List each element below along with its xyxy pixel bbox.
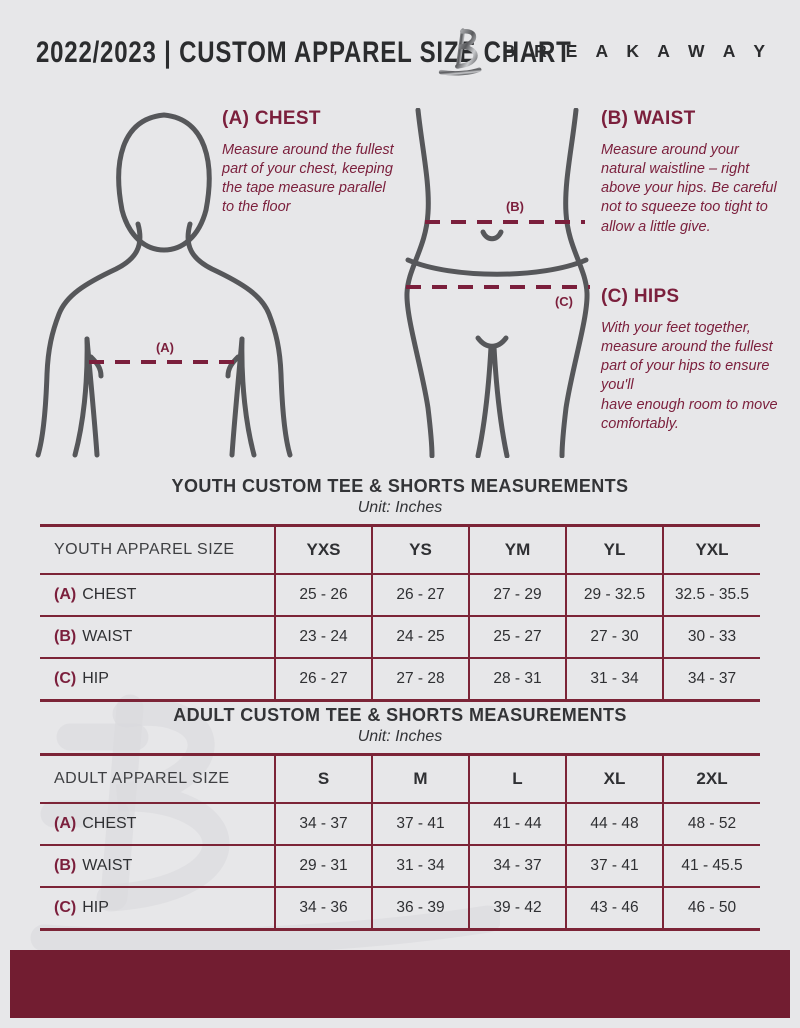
instruction-hips-text: With your feet together, measure around …	[601, 320, 778, 432]
table-cell: 27 - 30	[565, 615, 663, 658]
adult-section-unit: Unit: Inches	[357, 728, 443, 745]
hips-marker-label: (C)	[555, 294, 573, 309]
youth-col-yl: YL	[565, 525, 663, 575]
instruction-hips: (C) HIPS With your feet together, measur…	[601, 286, 783, 434]
table-cell: 31 - 34	[371, 844, 469, 887]
table-cell: 24 - 25	[371, 615, 469, 658]
table-cell: 44 - 48	[565, 802, 663, 845]
adult-hip-row: (C) HIP 34 - 36 36 - 39 39 - 42 43 - 46 4…	[40, 886, 760, 930]
youth-section-title: YOUTH CUSTOM TEE & SHORTS MEASUREMENTS	[171, 476, 629, 496]
table-cell: 34 - 37	[662, 657, 760, 701]
adult-chest-label: (A) CHEST	[40, 802, 275, 845]
youth-header-row: YOUTH APPAREL SIZE YXS YS YM YL YXL	[40, 525, 760, 575]
youth-hip-label: (C) HIP	[40, 657, 275, 701]
youth-col-ys: YS	[371, 525, 469, 575]
table-cell: 27 - 29	[468, 573, 566, 616]
table-cell: 36 - 39	[371, 886, 469, 930]
table-cell: 34 - 36	[274, 886, 372, 930]
adult-size-table: ADULT APPAREL SIZE S M L XL 2XL (A) CHEST…	[40, 753, 760, 931]
adult-waist-row: (B) WAIST 29 - 31 31 - 34 34 - 37 37 - 41…	[40, 844, 760, 887]
table-cell: 34 - 37	[468, 844, 566, 887]
brand-block: B R E A K A W A Y	[437, 22, 772, 80]
table-cell: 25 - 27	[468, 615, 566, 658]
footer-bar	[10, 950, 790, 1018]
instruction-chest-title: (A) CHEST	[222, 108, 321, 129]
adult-col-l: L	[468, 754, 566, 804]
youth-chest-label: (A) CHEST	[40, 573, 275, 616]
table-cell: 29 - 31	[274, 844, 372, 887]
adult-col-m: M	[371, 754, 469, 804]
waist-marker-label: (B)	[506, 199, 524, 214]
table-cell: 29 - 32.5	[565, 573, 663, 616]
table-cell: 41 - 45.5	[662, 844, 760, 887]
table-cell: 32.5 - 35.5	[662, 573, 760, 616]
table-cell: 25 - 26	[274, 573, 372, 616]
adult-waist-label: (B) WAIST	[40, 844, 275, 887]
table-cell: 41 - 44	[468, 802, 566, 845]
table-cell: 48 - 52	[662, 802, 760, 845]
youth-waist-row: (B) WAIST 23 - 24 24 - 25 25 - 27 27 - 30…	[40, 615, 760, 658]
adult-col-2xl: 2XL	[662, 754, 760, 804]
table-cell: 43 - 46	[565, 886, 663, 930]
adult-header-row: ADULT APPAREL SIZE S M L XL 2XL	[40, 754, 760, 804]
instruction-waist-title: (B) WAIST	[601, 108, 696, 129]
table-cell: 46 - 50	[662, 886, 760, 930]
table-cell: 26 - 27	[274, 657, 372, 701]
youth-size-table: YOUTH APPAREL SIZE YXS YS YM YL YXL (A) C…	[40, 524, 760, 702]
youth-section-unit: Unit: Inches	[357, 499, 443, 516]
youth-col-yxs: YXS	[274, 525, 372, 575]
youth-col-yxl: YXL	[662, 525, 760, 575]
youth-col-ym: YM	[468, 525, 566, 575]
adult-col-size-label: ADULT APPAREL SIZE	[40, 754, 275, 804]
adult-col-xl: XL	[565, 754, 663, 804]
youth-waist-label: (B) WAIST	[40, 615, 275, 658]
table-cell: 37 - 41	[565, 844, 663, 887]
table-cell: 34 - 37	[274, 802, 372, 845]
table-cell: 39 - 42	[468, 886, 566, 930]
table-cell: 28 - 31	[468, 657, 566, 701]
table-cell: 23 - 24	[274, 615, 372, 658]
instruction-chest: (A) CHEST Measure around the fullest par…	[222, 108, 394, 218]
adult-chest-row: (A) CHEST 34 - 37 37 - 41 41 - 44 44 - 48…	[40, 802, 760, 845]
chest-marker-label: (A)	[156, 340, 174, 355]
chest-silhouette: (A)	[35, 112, 293, 458]
table-cell: 30 - 33	[662, 615, 760, 658]
instruction-hips-title: (C) HIPS	[601, 286, 680, 307]
page-title: 2022/2023 | CUSTOM APPAREL SIZE CHART	[36, 36, 572, 69]
youth-hip-row: (C) HIP 26 - 27 27 - 28 28 - 31 31 - 34 3…	[40, 657, 760, 701]
adult-section-title: ADULT CUSTOM TEE & SHORTS MEASUREMENTS	[173, 705, 627, 725]
table-cell: 37 - 41	[371, 802, 469, 845]
table-cell: 27 - 28	[371, 657, 469, 701]
adult-col-s: S	[274, 754, 372, 804]
youth-chest-row: (A) CHEST 25 - 26 26 - 27 27 - 29 29 - 32…	[40, 573, 760, 616]
brand-name: B R E A K A W A Y	[502, 40, 772, 61]
adult-hip-label: (C) HIP	[40, 886, 275, 930]
breakaway-logo-icon	[438, 28, 482, 76]
instruction-waist-text: Measure around your natural waistline – …	[601, 142, 777, 235]
waist-hips-silhouette: (B) (C)	[404, 108, 590, 458]
instruction-chest-text: Measure around the fullest part of your …	[222, 142, 394, 216]
table-cell: 31 - 34	[565, 657, 663, 701]
youth-col-size-label: YOUTH APPAREL SIZE	[40, 525, 275, 575]
table-cell: 26 - 27	[371, 573, 469, 616]
instruction-waist: (B) WAIST Measure around your natural wa…	[601, 108, 783, 237]
